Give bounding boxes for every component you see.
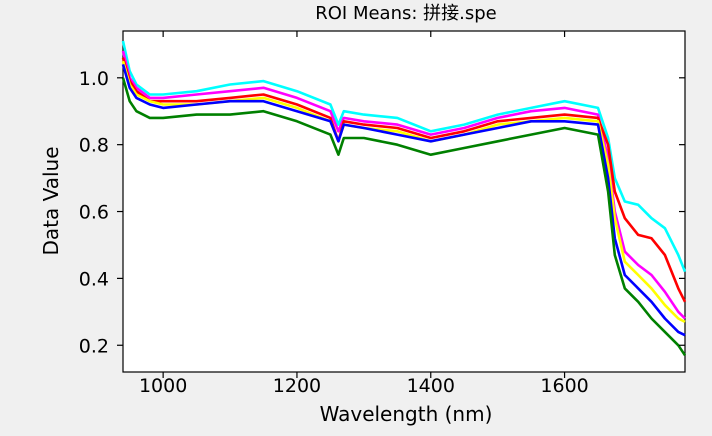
x-tick-label: 1400 bbox=[407, 375, 455, 397]
series-line-5 bbox=[121, 64, 686, 337]
y-tick-label: 0.6 bbox=[79, 202, 109, 224]
series-line-6 bbox=[121, 77, 687, 357]
series-line-3 bbox=[121, 57, 687, 303]
tick-layer: 1000 1200 1400 1600 0.2 0.4 0.6 0.8 1.0 bbox=[79, 31, 685, 397]
x-tick-label: 1000 bbox=[139, 375, 187, 397]
plot-area bbox=[122, 30, 686, 373]
series-line-4 bbox=[121, 60, 686, 324]
y-tick-label: 1.0 bbox=[79, 68, 109, 90]
y-tick-label: 0.8 bbox=[79, 135, 109, 157]
x-axis-label: Wavelength (nm) bbox=[320, 402, 493, 426]
y-axis-label: Data Value bbox=[39, 146, 63, 255]
x-tick-label: 1200 bbox=[273, 375, 321, 397]
series-layer bbox=[121, 40, 687, 357]
y-tick-label: 0.2 bbox=[79, 335, 109, 357]
series-line-1 bbox=[121, 40, 687, 273]
x-tick-label: 1600 bbox=[540, 375, 588, 397]
series-line-2 bbox=[121, 50, 686, 320]
y-tick-label: 0.4 bbox=[79, 268, 109, 290]
chart-title: ROI Means: 拼接.spe bbox=[315, 3, 497, 24]
